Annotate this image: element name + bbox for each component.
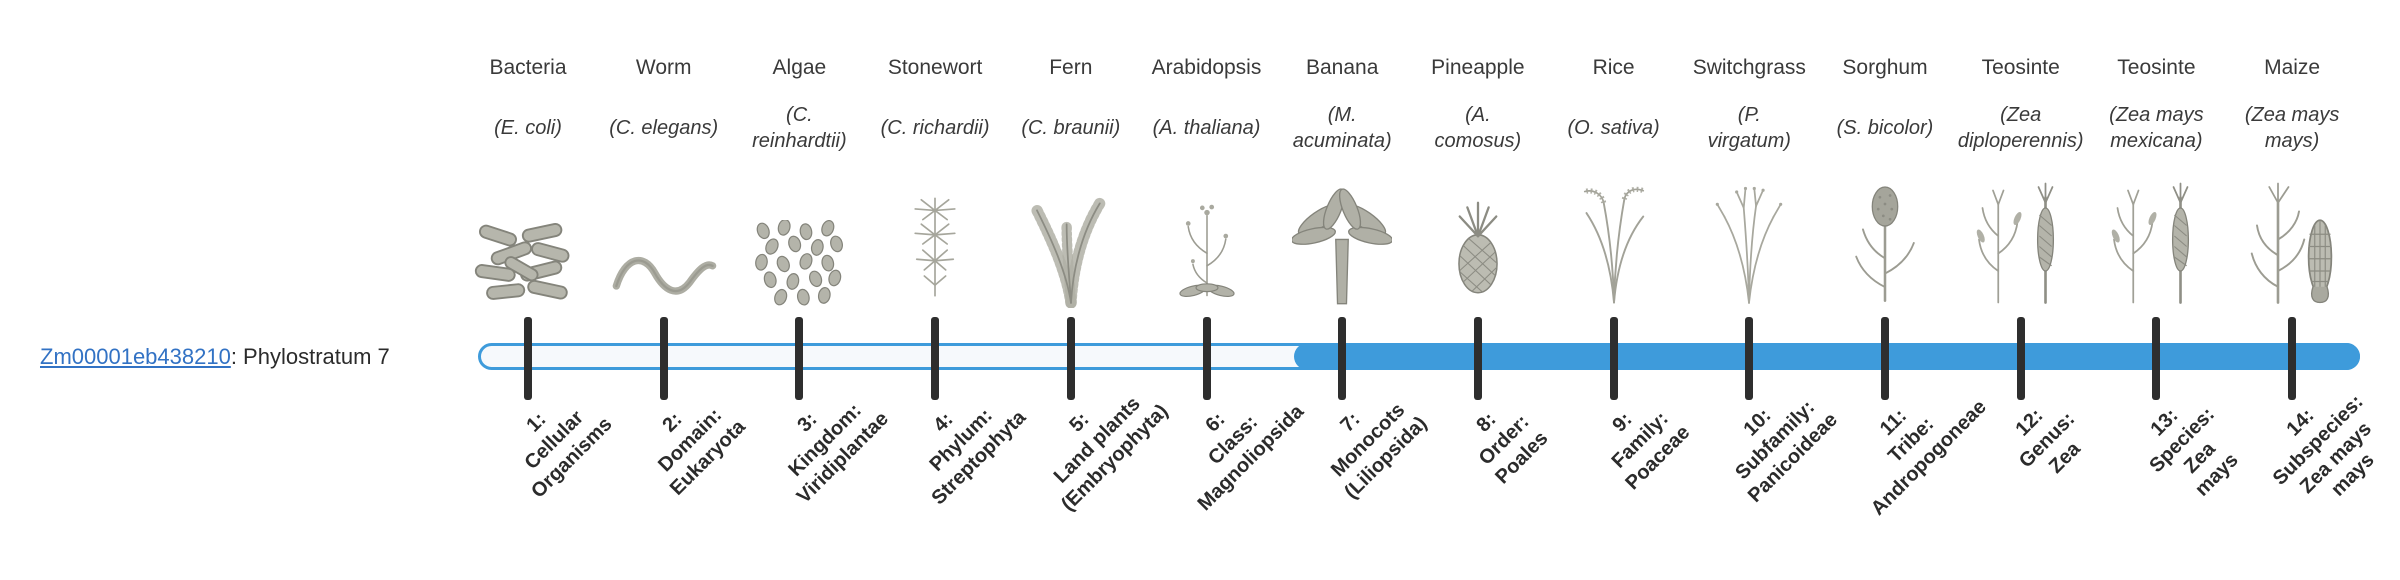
organism-scientific-name: (P. virgatum): [1707, 104, 1791, 152]
phylostrata-bar: [478, 343, 2360, 370]
organism-scientific-name: (Zea diploperennis): [1957, 104, 2084, 152]
organism-column: Algae (C. reinhardtii) 3: Kingdom: Virid…: [714, 0, 893, 580]
organism-scientific-name: (S. bicolor): [1836, 117, 1934, 139]
gene-link[interactable]: Zm00001eb438210: [40, 344, 231, 369]
stratum-tick: [524, 317, 532, 400]
teosinte-icon: [2071, 164, 2241, 308]
organism-scientific-name: (A. comosus): [1434, 104, 1522, 152]
organism-column: Arabidopsis (A. thaliana) 6: Class: Magn…: [1122, 0, 1308, 580]
sorghum-icon: [1800, 164, 1970, 308]
gene-label: Zm00001eb438210: Phylostratum 7: [40, 344, 390, 370]
organism-name: Switchgrass: [1692, 56, 1806, 79]
stratum-tick: [659, 317, 668, 400]
phylostrata-bar-fill: [1294, 343, 2360, 370]
organism-scientific-name: (C. elegans): [609, 117, 719, 139]
maize-icon: [2207, 164, 2377, 308]
stonewort-icon: [850, 164, 1020, 308]
organism-scientific-name: (E. coli): [494, 117, 562, 139]
organism-name: Stonewort: [887, 56, 983, 79]
organism-name: Algae: [772, 56, 827, 79]
organism-name: Maize: [2264, 56, 2321, 79]
organism-name: Pineapple: [1431, 56, 1525, 79]
teosinte-icon: [1936, 164, 2106, 308]
organism-name: Teosinte: [2117, 56, 2196, 79]
organism-scientific-name: (C. richardii): [880, 117, 990, 139]
organism-name: Teosinte: [1981, 56, 2060, 79]
organism-name: Bacteria: [489, 56, 567, 79]
organism-name: Arabidopsis: [1151, 56, 1262, 79]
organism-column: Bacteria (E. coli) 1: Cellular Organisms: [443, 0, 616, 580]
arabidopsis-icon: [1122, 164, 1292, 308]
organism-column: Pineapple (A. comosus) 8: Order: Poales: [1393, 0, 1563, 580]
organism-column: Fern (C. braunii) 5: Land plants (Embryo…: [986, 0, 1172, 580]
algae-icon: [714, 164, 884, 308]
stratum-tick: [1609, 317, 1618, 400]
stratum-tick: [1202, 317, 1211, 400]
gene-phylostratum-text: : Phylostratum 7: [230, 344, 390, 369]
organism-scientific-name: (O. sativa): [1567, 117, 1660, 139]
organism-name: Fern: [1049, 56, 1093, 79]
organism-scientific-name: (M. acuminata): [1292, 104, 1392, 152]
stratum-tick: [1881, 317, 1889, 400]
organism-scientific-name: (C. braunii): [1021, 117, 1121, 139]
stratum-tick: [2152, 317, 2161, 400]
fern-icon: [986, 164, 1156, 308]
organism-column: Sorghum (S. bicolor) 11: Tribe: Andropog…: [1800, 0, 1991, 580]
organism-scientific-name: (Zea mays mays): [2244, 104, 2340, 152]
organism-scientific-name: (Zea mays mexicana): [2109, 104, 2204, 152]
organism-column: Switchgrass (P. virgatum) 10: Subfamily:…: [1664, 0, 1842, 580]
switchgrass-icon: [1664, 164, 1834, 308]
organism-name: Rice: [1592, 56, 1635, 79]
organism-column: Rice (O. sativa) 9: Family: Poaceae: [1529, 0, 1699, 580]
stratum-tick: [931, 317, 940, 400]
organism-scientific-name: (A. thaliana): [1152, 117, 1261, 139]
stratum-tick: [1473, 317, 1482, 400]
worm-icon: [579, 164, 749, 308]
organism-name: Sorghum: [1842, 56, 1928, 79]
stratum-label: 14: Subspecies: Zea mays mays: [2268, 390, 2380, 501]
organism-column: Teosinte (Zea diploperennis) 12: Genus: …: [1936, 0, 2106, 580]
stratum-tick: [1338, 317, 1347, 400]
stratum-tick: [1745, 317, 1754, 400]
organism-column: Maize (Zea mays mays) 14: Subspecies: Ze…: [2207, 0, 2379, 580]
stratum-tick: [2016, 317, 2025, 400]
stratum-tick: [2288, 317, 2297, 400]
pineapple-icon: [1393, 164, 1563, 308]
stratum-tick: [1066, 317, 1075, 400]
stratum-tick: [795, 317, 804, 400]
organism-column: Worm (C. elegans) 2: Domain: Eukaryota: [579, 0, 749, 580]
organism-name: Worm: [635, 56, 692, 79]
organism-scientific-name: (C. reinhardtii): [752, 104, 847, 152]
organism-column: Teosinte (Zea mays mexicana) 13: Species…: [2071, 0, 2243, 580]
bacteria-icon: [443, 164, 613, 308]
rice-icon: [1529, 164, 1699, 308]
organism-column: Stonewort (C. richardii) 4: Phylum: Stre…: [850, 0, 1030, 580]
banana-icon: [1257, 164, 1427, 308]
organism-column: Banana (M. acuminata) 7: Monocots (Lilio…: [1257, 0, 1431, 580]
organism-name: Banana: [1305, 56, 1379, 79]
